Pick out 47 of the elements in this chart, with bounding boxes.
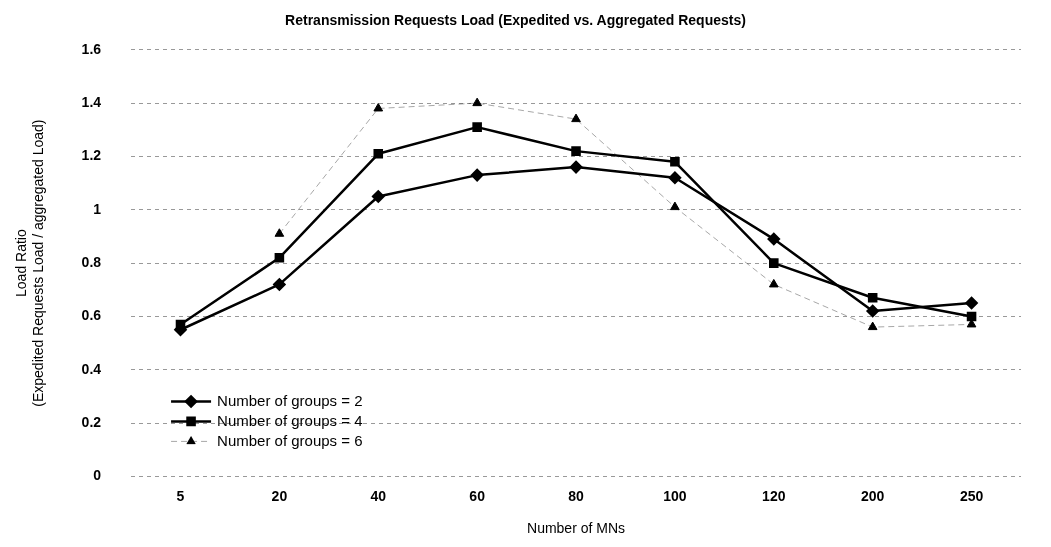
point bbox=[472, 122, 482, 132]
x-tick-label: 40 bbox=[370, 487, 387, 504]
point bbox=[965, 296, 978, 310]
point bbox=[373, 102, 384, 112]
x-tick-label: 80 bbox=[568, 487, 585, 504]
x-tick-label: 250 bbox=[959, 487, 984, 504]
y-tick-label: 0.6 bbox=[81, 307, 102, 324]
chart-title: Retransmission Requests Load (Expedited vs. Aggregated Requests) bbox=[285, 12, 746, 29]
y-tick-label: 0.8 bbox=[81, 253, 102, 270]
point bbox=[866, 304, 879, 318]
point bbox=[668, 171, 682, 185]
point bbox=[767, 232, 781, 246]
point bbox=[571, 146, 581, 156]
point bbox=[274, 252, 285, 263]
point bbox=[867, 292, 878, 303]
point bbox=[273, 278, 286, 291]
y-tick-label: 0 bbox=[93, 467, 102, 484]
x-tick-label: 60 bbox=[469, 487, 486, 504]
y-tick-label: 1.6 bbox=[81, 40, 102, 57]
point bbox=[274, 228, 285, 237]
y-tick-label: 1.2 bbox=[81, 147, 102, 164]
x-axis-title: Number of MNs bbox=[527, 520, 626, 537]
x-tick-label: 120 bbox=[762, 487, 786, 504]
x-tick-label: 5 bbox=[176, 487, 185, 504]
point bbox=[372, 190, 385, 203]
x-tick-label: 100 bbox=[663, 487, 687, 504]
y-tick-label: 0.2 bbox=[81, 413, 102, 430]
point bbox=[373, 149, 384, 159]
point bbox=[571, 113, 581, 123]
point bbox=[670, 201, 680, 211]
x-tick-label: 20 bbox=[271, 487, 288, 504]
y-tick-label: 1.4 bbox=[81, 93, 102, 110]
point bbox=[768, 278, 779, 288]
y-axis-title: Load Ratio (Expedited Requests Load / aggregated Load) bbox=[13, 119, 47, 407]
point bbox=[470, 168, 484, 182]
point bbox=[472, 97, 482, 107]
point bbox=[670, 157, 680, 167]
legend-label: Number of groups = 2 bbox=[217, 391, 363, 409]
y-tick-label: 0.4 bbox=[81, 360, 102, 377]
y-tick-label: 1 bbox=[93, 200, 102, 217]
point bbox=[569, 160, 583, 174]
legend-label: Number of groups = 4 bbox=[217, 411, 363, 429]
x-tick-label: 200 bbox=[861, 487, 885, 504]
point bbox=[769, 258, 779, 268]
point bbox=[966, 311, 977, 322]
legend-label: Number of groups = 6 bbox=[217, 431, 363, 449]
point bbox=[867, 321, 878, 331]
